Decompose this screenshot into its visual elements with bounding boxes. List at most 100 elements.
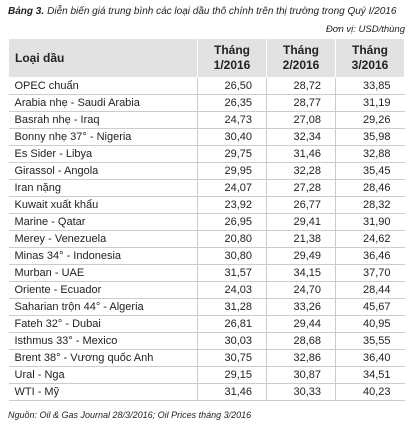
row: Marine - Qatar 26,95 29,41 31,90 — [8, 213, 405, 231]
price-cell: 31,46 — [266, 145, 336, 163]
oil-name-cell: Ural - Nga — [8, 366, 198, 384]
price-cell: 23,92 — [197, 196, 267, 214]
row: Es Sider - Libya 29,75 31,46 32,88 — [8, 145, 405, 163]
price-cell: 26,35 — [197, 94, 267, 112]
row: Oriente - Ecuador 24,03 24,70 28,44 — [8, 281, 405, 299]
price-cell: 29,41 — [266, 213, 336, 231]
price-cell: 33,26 — [266, 298, 336, 316]
row: Basrah nhẹ - Iraq 24,73 27,08 29,26 — [8, 111, 405, 129]
row: Murban - UAE 31,57 34,15 37,70 — [8, 264, 405, 282]
price-cell: 34,15 — [266, 264, 336, 282]
price-cell: 33,85 — [335, 77, 405, 95]
price-cell: 29,26 — [335, 111, 405, 129]
price-cell: 30,80 — [197, 247, 267, 265]
price-cell: 35,55 — [335, 332, 405, 350]
price-cell: 24,70 — [266, 281, 336, 299]
price-cell: 28,44 — [335, 281, 405, 299]
price-cell: 34,51 — [335, 366, 405, 384]
row: Kuwait xuất khẩu 23,92 26,77 28,32 — [8, 196, 405, 214]
price-cell: 29,15 — [197, 366, 267, 384]
header-cell: Tháng 3/2016 — [335, 38, 405, 78]
oil-name-cell: Bonny nhẹ 37° - Nigeria — [8, 128, 198, 146]
oil-name-cell: Es Sider - Libya — [8, 145, 198, 163]
price-cell: 31,46 — [197, 383, 267, 401]
price-cell: 32,86 — [266, 349, 336, 367]
price-cell: 40,23 — [335, 383, 405, 401]
price-cell: 31,57 — [197, 264, 267, 282]
price-cell: 36,40 — [335, 349, 405, 367]
row: Isthmus 33° - Mexico 30,03 28,68 35,55 — [8, 332, 405, 350]
price-cell: 35,45 — [335, 162, 405, 180]
oil-name-cell: Basrah nhẹ - Iraq — [8, 111, 198, 129]
oil-name-cell: Girassol - Angola — [8, 162, 198, 180]
price-cell: 28,46 — [335, 179, 405, 197]
row: Fateh 32° - Dubai 26,81 29,44 40,95 — [8, 315, 405, 333]
header-cell: Tháng 1/2016 — [197, 38, 267, 78]
row: Ural - Nga 29,15 30,87 34,51 — [8, 366, 405, 384]
oil-name-cell: Murban - UAE — [8, 264, 198, 282]
source: Nguồn: Oil & Gas Journal 28/3/2016; Oil … — [8, 410, 252, 420]
price-cell: 45,67 — [335, 298, 405, 316]
price-cell: 26,50 — [197, 77, 267, 95]
price-cell: 26,77 — [266, 196, 336, 214]
oil-name-cell: Minas 34° - Indonesia — [8, 247, 198, 265]
price-cell: 30,75 — [197, 349, 267, 367]
row: Brent 38° - Vương quốc Anh 30,75 32,86 36,4… — [8, 349, 405, 367]
oil-name-cell: Merey - Venezuela — [8, 230, 198, 248]
price-cell: 31,19 — [335, 94, 405, 112]
price-cell: 32,28 — [266, 162, 336, 180]
price-cell: 28,77 — [266, 94, 336, 112]
price-cell: 24,03 — [197, 281, 267, 299]
price-cell: 27,08 — [266, 111, 336, 129]
row: Merey - Venezuela 20,80 21,38 24,62 — [8, 230, 405, 248]
price-cell: 31,28 — [197, 298, 267, 316]
oil-name-cell: Oriente - Ecuador — [8, 281, 198, 299]
price-cell: 32,34 — [266, 128, 336, 146]
oil-name-cell: Fateh 32° - Dubai — [8, 315, 198, 333]
price-cell: 31,90 — [335, 213, 405, 231]
price-cell: 37,70 — [335, 264, 405, 282]
price-cell: 30,40 — [197, 128, 267, 146]
table-body: OPEC chuẩn 26,50 28,72 33,85 Arabia nhẹ - Sa… — [8, 77, 405, 401]
row: OPEC chuẩn 26,50 28,72 33,85 — [8, 77, 405, 95]
unit: Đơn vị: USD/thùng — [325, 24, 405, 35]
price-cell: 26,95 — [197, 213, 267, 231]
price-cell: 30,33 — [266, 383, 336, 401]
price-cell: 30,87 — [266, 366, 336, 384]
price-cell: 24,62 — [335, 230, 405, 248]
price-cell: 20,80 — [197, 230, 267, 248]
caption-text: Diễn biến giá trung bình các loại dầu th… — [47, 6, 397, 17]
price-cell: 28,32 — [335, 196, 405, 214]
caption-label: Bảng 3. — [8, 6, 45, 17]
oil-name-cell: WTI - Mỹ — [8, 383, 198, 401]
price-cell: 29,49 — [266, 247, 336, 265]
price-cell: 35,98 — [335, 128, 405, 146]
row: Arabia nhẹ - Saudi Arabia 26,35 28,77 31,19 — [8, 94, 405, 112]
price-cell: 40,95 — [335, 315, 405, 333]
price-cell: 32,88 — [335, 145, 405, 163]
price-cell: 29,95 — [197, 162, 267, 180]
row: Bonny nhẹ 37° - Nigeria 30,40 32,34 35,98 — [8, 128, 405, 146]
oil-name-cell: Kuwait xuất khẩu — [8, 196, 198, 214]
header-cell: Tháng 2/2016 — [266, 38, 336, 78]
oil-name-cell: Saharian trộn 44° - Algeria — [8, 298, 198, 316]
price-cell: 21,38 — [266, 230, 336, 248]
price-cell: 24,07 — [197, 179, 267, 197]
oil-name-cell: Brent 38° - Vương quốc Anh — [8, 349, 198, 367]
row: Minas 34° - Indonesia 30,80 29,49 36,46 — [8, 247, 405, 265]
header-cell: Loại dầu — [8, 38, 198, 78]
oil-name-cell: Isthmus 33° - Mexico — [8, 332, 198, 350]
price-cell: 27,28 — [266, 179, 336, 197]
price-cell: 26,81 — [197, 315, 267, 333]
header-row: Loại dầu Tháng 1/2016 Tháng 2/2016 Tháng 3/… — [8, 38, 405, 78]
row: WTI - Mỹ 31,46 30,33 40,23 — [8, 383, 405, 401]
price-cell: 36,46 — [335, 247, 405, 265]
price-cell: 29,75 — [197, 145, 267, 163]
oil-name-cell: Arabia nhẹ - Saudi Arabia — [8, 94, 198, 112]
oil-name-cell: OPEC chuẩn — [8, 77, 198, 95]
caption: Bảng 3. Diễn biến giá trung bình các loại… — [8, 6, 396, 17]
table: Loại dầu Tháng 1/2016 Tháng 2/2016 Tháng 3/… — [8, 38, 405, 401]
price-cell: 24,73 — [197, 111, 267, 129]
row: Girassol - Angola 29,95 32,28 35,45 — [8, 162, 405, 180]
